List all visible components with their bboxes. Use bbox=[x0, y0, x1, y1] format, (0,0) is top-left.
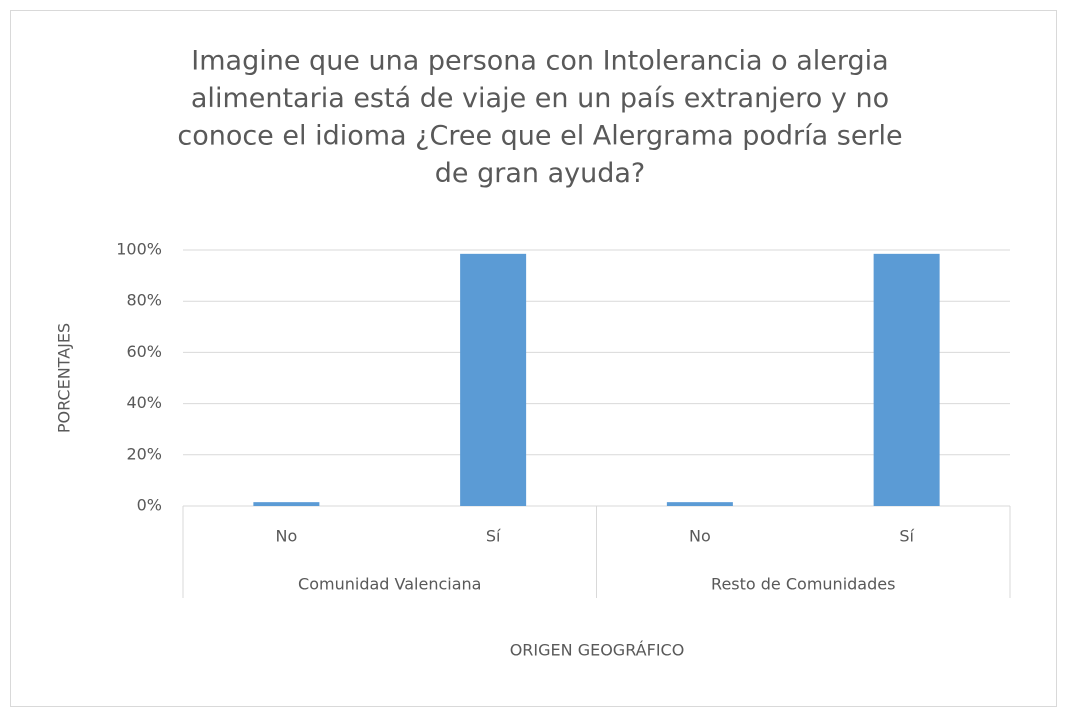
group-label: Resto de Comunidades bbox=[711, 575, 895, 594]
bar bbox=[460, 253, 527, 506]
x-tick-label: No bbox=[275, 527, 297, 546]
y-axis-title: PORCENTAJES bbox=[55, 323, 74, 433]
chart-title: alimentaria está de viaje en un país ext… bbox=[191, 83, 889, 114]
bar bbox=[873, 253, 940, 506]
y-tick-label: 100% bbox=[116, 240, 162, 259]
bar bbox=[666, 502, 733, 506]
y-tick-label: 60% bbox=[126, 342, 162, 361]
group-label: Comunidad Valenciana bbox=[298, 575, 481, 594]
chart-title: conoce el idioma ¿Cree que el Alergrama … bbox=[177, 121, 902, 152]
y-tick-label: 20% bbox=[126, 444, 162, 463]
x-tick-label: No bbox=[689, 527, 711, 546]
x-axis-title: ORIGEN GEOGRÁFICO bbox=[510, 641, 685, 660]
x-tick-label: Sí bbox=[899, 527, 914, 546]
x-tick-label: Sí bbox=[486, 527, 501, 546]
chart-title: Imagine que una persona con Intolerancia… bbox=[191, 46, 888, 77]
y-tick-label: 80% bbox=[126, 291, 162, 310]
y-tick-label: 40% bbox=[126, 393, 162, 412]
bar bbox=[253, 502, 320, 506]
chart-title: de gran ayuda? bbox=[435, 158, 645, 189]
y-tick-label: 0% bbox=[137, 496, 162, 515]
